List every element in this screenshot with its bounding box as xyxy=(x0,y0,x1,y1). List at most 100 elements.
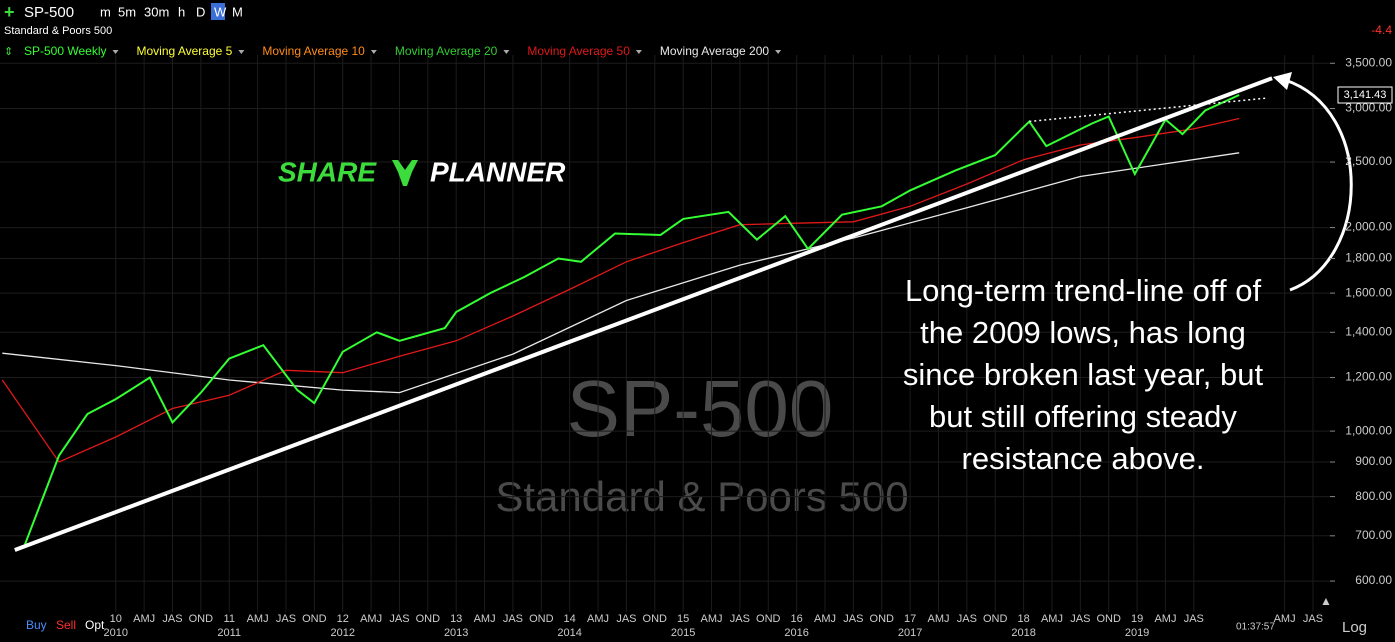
x-tick-label: AMJ xyxy=(474,613,496,625)
x-tick-label: AMJ xyxy=(701,613,723,625)
legend-entry[interactable]: Moving Average 50 xyxy=(527,44,630,58)
annotation-line: the 2009 lows, has long xyxy=(920,315,1246,350)
x-tick-label: AMJ xyxy=(587,613,609,625)
x-year-label: 2013 xyxy=(444,627,468,639)
interval[interactable]: h xyxy=(178,4,185,19)
clock: 01:37:57 xyxy=(1236,622,1275,633)
x-tick-label: 19 xyxy=(1131,613,1143,625)
buy[interactable]: Buy xyxy=(26,618,47,632)
legend-caret xyxy=(775,50,782,54)
y-tick-label: 1,800.00 xyxy=(1345,251,1392,265)
x-year-label: 2019 xyxy=(1125,627,1149,639)
y-tick-label: 700.00 xyxy=(1355,528,1392,542)
x-year-label: 2015 xyxy=(671,627,695,639)
last-price-box xyxy=(1337,86,1393,104)
legend-caret xyxy=(238,50,245,54)
x-year-label: 2016 xyxy=(784,627,808,639)
x-tick-label: JAS xyxy=(1070,613,1090,625)
x-tick-label: OND xyxy=(870,613,895,625)
x-year-label: 2018 xyxy=(1011,627,1035,639)
series-line xyxy=(1,117,1240,463)
x-tick-label: 16 xyxy=(791,613,803,625)
legend-entry[interactable]: SP-500 Weekly xyxy=(24,44,106,58)
annotation-line: since broken last year, but xyxy=(903,357,1264,392)
x-year-label: 2011 xyxy=(217,627,241,639)
logo-left: SHARE xyxy=(278,156,377,187)
legend-arrow: ⇕ xyxy=(4,46,13,58)
log-toggle[interactable]: Log xyxy=(1342,619,1367,636)
legend-caret xyxy=(503,50,510,54)
x-tick-label: JAS xyxy=(957,613,977,625)
trend-line xyxy=(14,76,1273,552)
annotation-arrow xyxy=(1284,78,1353,292)
annotation-line: Long-term trend-line off of xyxy=(905,273,1262,308)
x-tick-label: 13 xyxy=(450,613,462,625)
x-year-label: 2012 xyxy=(330,627,354,639)
legend-caret xyxy=(370,50,377,54)
x-tick-label: OND xyxy=(756,613,781,625)
x-tick-label: OND xyxy=(1096,613,1121,625)
x-tick-label: OND xyxy=(189,613,214,625)
x-tick-label: AMJ xyxy=(927,613,949,625)
x-tick-label: JAS xyxy=(1184,613,1204,625)
interval[interactable]: D xyxy=(196,4,205,19)
y-tick-label: 1,000.00 xyxy=(1345,423,1392,437)
interval[interactable]: m xyxy=(100,4,111,19)
logo-right: PLANNER xyxy=(430,156,566,187)
x-tick-label: JAS xyxy=(389,613,409,625)
annotation-line: resistance above. xyxy=(962,441,1205,476)
interval[interactable]: M xyxy=(232,4,243,19)
x-tick-label: OND xyxy=(529,613,554,625)
interval[interactable]: W xyxy=(214,4,227,19)
x-tick-label: 11 xyxy=(224,613,235,625)
scroll-marker[interactable]: ▲ xyxy=(1320,594,1332,608)
y-tick-label: 1,600.00 xyxy=(1345,285,1392,299)
x-tick-label: AMJ xyxy=(1154,613,1176,625)
logo: SHARE PLANNER xyxy=(278,156,566,187)
x-tick-label: JAS xyxy=(503,613,523,625)
description: Standard & Poors 500 xyxy=(4,25,112,37)
x-tick-label: AMJ xyxy=(1274,613,1296,625)
x-tick-label: 17 xyxy=(904,613,916,625)
x-year-label: 2014 xyxy=(557,627,581,639)
series-line xyxy=(24,94,1240,545)
interval[interactable]: 30m xyxy=(144,4,169,19)
x-tick-label: OND xyxy=(416,613,441,625)
change: -4.4 xyxy=(1371,23,1392,37)
symbol[interactable]: SP-500 xyxy=(24,4,74,21)
legend-entry[interactable]: Moving Average 5 xyxy=(136,44,232,58)
x-tick-label: 18 xyxy=(1017,613,1029,625)
opt[interactable]: Opt xyxy=(85,618,105,632)
x-tick-label: AMJ xyxy=(814,613,836,625)
y-tick-label: 3,500.00 xyxy=(1345,55,1392,69)
watermark-symbol: SP-500 xyxy=(567,364,834,453)
sell[interactable]: Sell xyxy=(56,618,76,632)
y-tick-label: 1,200.00 xyxy=(1345,370,1392,384)
x-tick-label: OND xyxy=(983,613,1008,625)
y-tick-label: 1,400.00 xyxy=(1345,324,1392,338)
x-tick-label: AMJ xyxy=(1041,613,1063,625)
y-tick-label: 3,000.00 xyxy=(1345,101,1392,115)
legend-entry[interactable]: Moving Average 200 xyxy=(660,44,770,58)
y-tick-label: 2,000.00 xyxy=(1345,220,1392,234)
y-tick-label: 900.00 xyxy=(1355,454,1392,468)
legend-entry[interactable]: Moving Average 20 xyxy=(395,44,498,58)
x-tick-label: JAS xyxy=(162,613,182,625)
x-tick-label: JAS xyxy=(1303,613,1323,625)
x-tick-label: OND xyxy=(302,613,327,625)
y-tick-label: 2,500.00 xyxy=(1345,154,1392,168)
last-price-label: 3,141.43 xyxy=(1344,89,1387,101)
annotation: Long-term trend-line off of the 2009 lows… xyxy=(903,273,1264,476)
x-year-label: 2017 xyxy=(898,627,922,639)
x-tick-label: JAS xyxy=(616,613,636,625)
x-tick-label: JAS xyxy=(843,613,863,625)
toolbar xyxy=(0,0,1395,22)
x-tick-label: JAS xyxy=(730,613,750,625)
legend-entry[interactable]: Moving Average 10 xyxy=(262,44,365,58)
x-tick-label: 14 xyxy=(564,613,576,625)
interval-active xyxy=(211,3,225,20)
add-icon[interactable]: + xyxy=(4,2,15,22)
interval[interactable]: 5m xyxy=(118,4,136,19)
